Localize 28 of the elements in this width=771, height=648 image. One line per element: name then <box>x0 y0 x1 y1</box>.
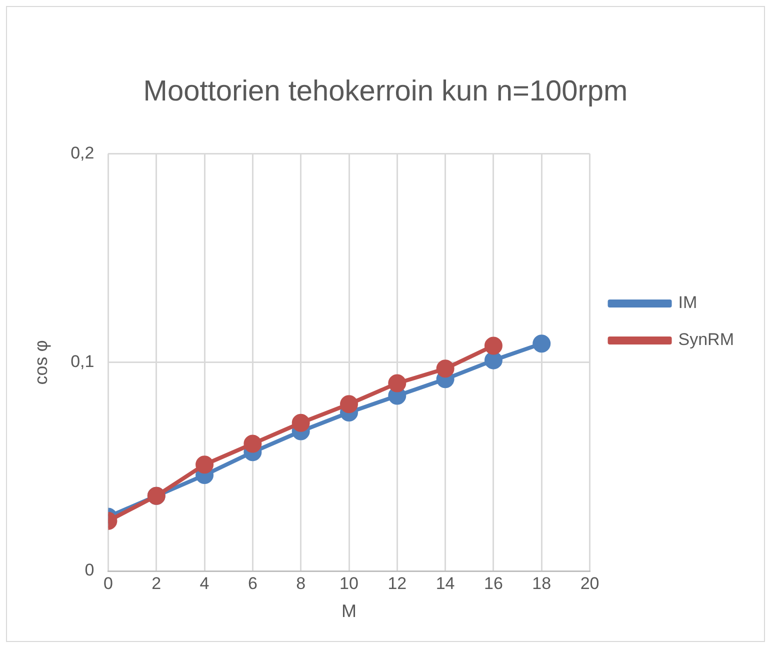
point <box>292 414 310 432</box>
x-tick-label: 20 <box>580 574 600 593</box>
y-tick-label: 0 <box>84 560 94 580</box>
x-tick-label: 4 <box>200 574 210 593</box>
x-tick-label: 10 <box>340 574 358 593</box>
x-tick-label: 2 <box>152 574 162 593</box>
y-tick-label: 0,2 <box>70 143 94 162</box>
legend-label: SynRM <box>678 330 734 350</box>
point <box>196 456 214 474</box>
x-tick-label: 0 <box>104 574 113 593</box>
y-axis-title: cos φ <box>30 340 51 385</box>
y-tick-label: 0,1 <box>70 352 94 372</box>
x-tick-label: 18 <box>532 574 552 593</box>
point <box>484 336 502 355</box>
x-tick-label: 6 <box>248 574 258 593</box>
x-tick-label: 12 <box>388 574 407 593</box>
x-axis-title: M <box>342 601 356 622</box>
point <box>436 360 454 378</box>
x-tick-label: 16 <box>484 574 503 593</box>
point <box>340 395 358 414</box>
point <box>484 351 502 370</box>
legend-label: IM <box>678 293 698 312</box>
point <box>532 334 551 353</box>
x-tick-label: 8 <box>296 574 306 593</box>
point <box>388 374 406 392</box>
x-tick-label: 14 <box>436 574 455 593</box>
chart-title: Moottorien tehokerroin kun n=100rpm <box>143 75 628 108</box>
point <box>244 434 262 453</box>
